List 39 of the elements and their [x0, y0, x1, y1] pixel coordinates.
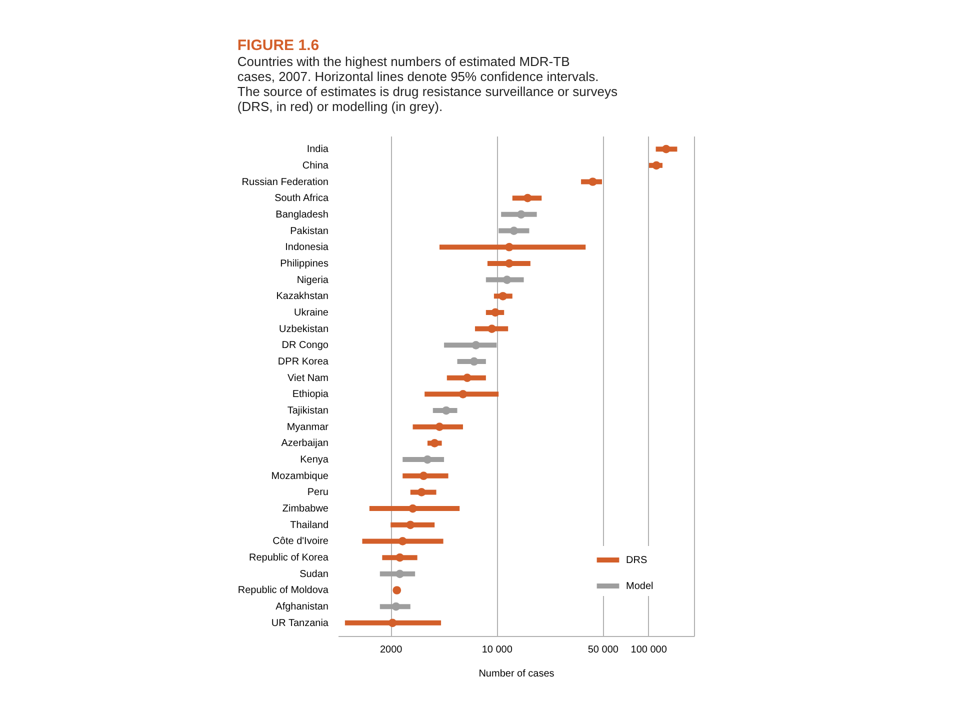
y-tick-label: Peru [307, 487, 328, 498]
y-tick-label: Indonesia [285, 242, 329, 254]
y-tick-label: Kazakhstan [276, 291, 328, 302]
y-tick-label: Nigeria [296, 274, 329, 286]
y-tick-label: Philippines [280, 258, 328, 270]
x-axis-title: Number of cases [478, 668, 554, 680]
y-tick-label: Kenya [300, 454, 329, 466]
y-tick-label: DPR Korea [278, 356, 329, 368]
y-tick-label: Zimbabwe [282, 504, 329, 515]
y-tick-label: Afghanistan [276, 602, 328, 613]
y-tick-label: Uzbekistan [279, 324, 328, 335]
y-tick-label: DR Congo [282, 340, 329, 352]
y-tick-label: Mozambique [271, 470, 329, 482]
x-tick-label: 10 000 [482, 644, 513, 656]
x-tick-label: 2000 [380, 644, 403, 656]
y-tick-label: Sudan [300, 568, 328, 580]
y-tick-label: UR Tanzania [271, 618, 329, 629]
x-tick-label: 100 000 [630, 644, 668, 656]
chart-subtitle: Countries with the highest numbers of estimated MDR-TB cases, 2007. Horizontal lines denote 95% confidence intervals. The source of estimates is drug resistance surveillance or surveys (DRS, in red) or modelling (in grey). [237, 54, 618, 114]
y-tick-label: Pakistan [290, 226, 328, 237]
y-tick-label: Republic of Moldova [238, 585, 329, 596]
y-tick-label: Ukraine [294, 307, 329, 318]
y-tick-label: Ethiopia [292, 389, 329, 400]
y-tick-label: Bangladesh [276, 209, 328, 220]
y-tick-label: Viet Nam [288, 372, 328, 384]
y-tick-label: China [302, 160, 329, 172]
y-tick-label: Côte d'Ivoire [272, 536, 329, 548]
y-tick-label: South Africa [274, 193, 329, 204]
y-tick-label: India [306, 144, 329, 156]
y-tick-label: Myanmar [286, 422, 330, 433]
y-tick-label: Azerbaijan [281, 438, 328, 450]
y-tick-label: Russian Federation [242, 176, 328, 188]
legend-label: DRS [626, 555, 648, 566]
y-tick-label: Republic of Korea [249, 552, 329, 564]
legend-label: Model [626, 581, 654, 592]
y-tick-label: Tajikistan [287, 406, 328, 417]
x-tick-label: 50 000 [588, 644, 619, 656]
y-tick-label: Thailand [290, 520, 328, 531]
chart-title: FIGURE 1.6 [237, 37, 320, 54]
